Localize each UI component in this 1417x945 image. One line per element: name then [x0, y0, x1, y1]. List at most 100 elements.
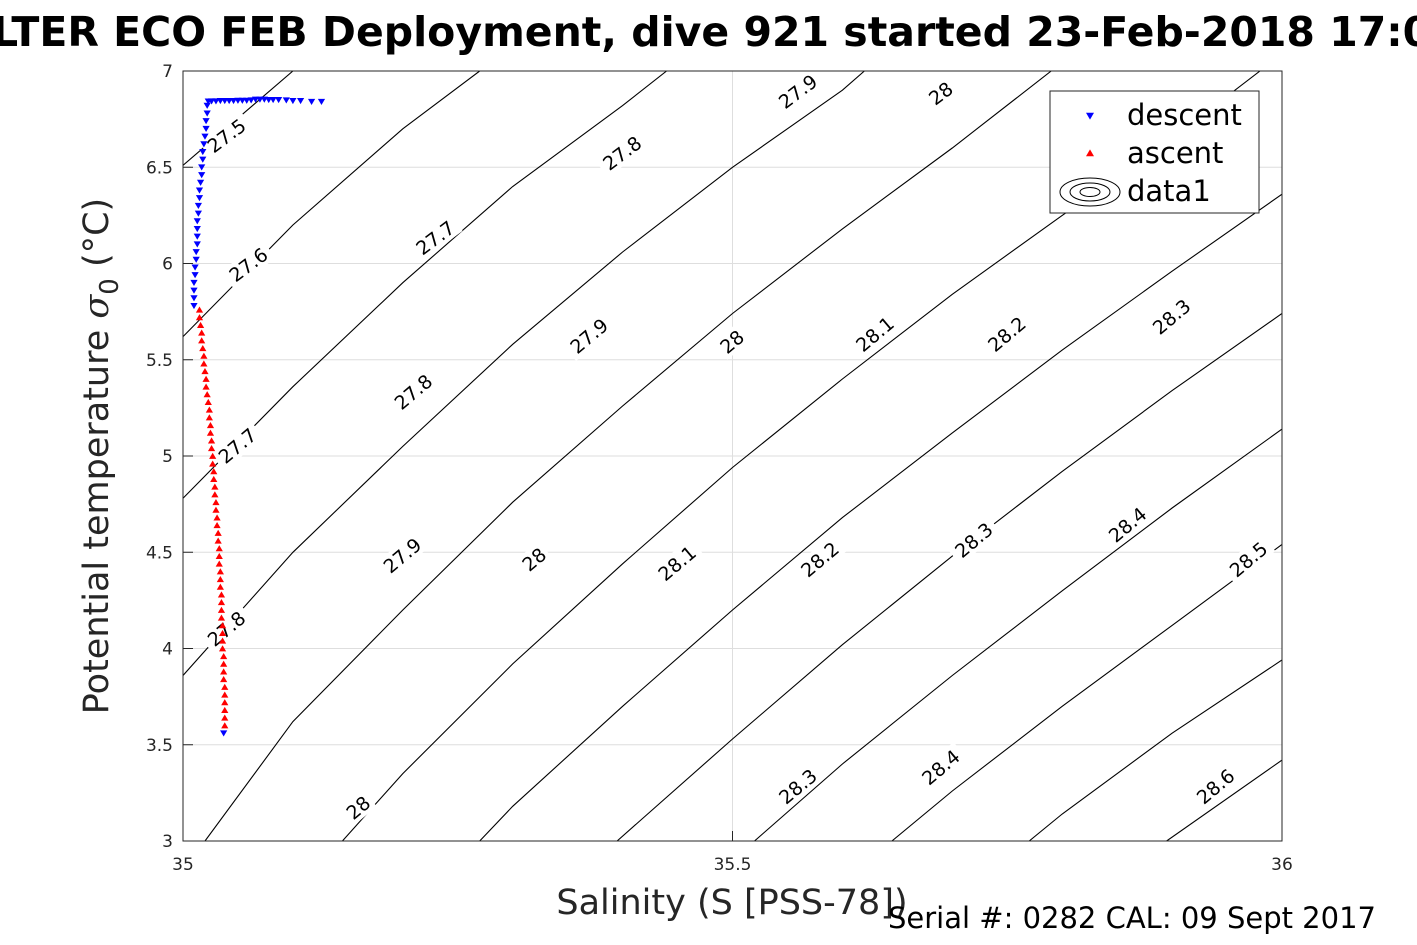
ascent-point — [196, 321, 205, 328]
descent-point — [193, 225, 201, 233]
ascent-point — [217, 606, 226, 613]
legend-descent-label: descent — [1127, 98, 1242, 132]
legend-descent-marker — [1086, 112, 1094, 120]
chart-title: SG ALTER ECO FEB Deployment, dive 921 st… — [0, 8, 1417, 56]
y-axis-label-unit: (°C) — [77, 198, 117, 278]
x-tick-label: 35 — [172, 855, 194, 875]
contour-label-bg — [1144, 291, 1199, 342]
descent-point — [190, 287, 198, 294]
contour-label-bg — [770, 66, 826, 116]
contour-label-bg — [339, 789, 377, 826]
contour-line-28.3 — [754, 428, 1282, 841]
descent-point — [204, 98, 212, 105]
ascent-point — [206, 421, 215, 429]
ascent-point — [202, 375, 210, 382]
descent-point — [202, 125, 210, 132]
ascent-point — [216, 583, 224, 590]
descent-point — [296, 97, 305, 105]
contour-line-28.4 — [891, 544, 1282, 841]
contour-line-28.1 — [479, 193, 1282, 841]
ascent-point — [215, 560, 223, 567]
y-tick-label: 4 — [162, 640, 173, 660]
descent-point — [265, 96, 273, 104]
contour-label-bg — [561, 310, 616, 361]
descent-point — [198, 164, 206, 171]
descent-point — [289, 97, 297, 105]
descent-point — [193, 218, 201, 225]
ascent-point — [212, 498, 220, 506]
descent-point — [202, 118, 210, 125]
ascent-point — [216, 575, 224, 583]
descent-point — [203, 102, 211, 109]
contour-label-bg — [1188, 761, 1243, 812]
ascent-point — [220, 652, 228, 660]
ascent-point — [211, 483, 219, 490]
ascent-point — [198, 337, 206, 344]
descent-point — [190, 279, 198, 286]
contour-label-bg — [386, 366, 441, 417]
ascent-point — [216, 568, 224, 575]
ascent-point — [207, 445, 216, 452]
ascent-point — [195, 306, 204, 313]
serial-cal-footer: Serial #: 0282 CAL: 09 Sept 2017 — [888, 901, 1376, 935]
contour-label-bg — [199, 111, 254, 161]
ascent-point — [217, 591, 226, 598]
contour-label-bg — [515, 541, 553, 578]
descent-point — [192, 249, 200, 256]
ascent-point — [210, 475, 218, 482]
ascent-point — [211, 491, 219, 498]
contour-label-bg — [199, 603, 254, 654]
axis-ticks: 35 35.5 36 3 3.5 4 4.5 5 5.5 6 6.5 7 — [146, 62, 1293, 875]
legend-ascent-label: ascent — [1127, 136, 1223, 170]
descent-point — [191, 272, 199, 279]
descent-point — [191, 264, 199, 271]
legend-contour-icon — [1059, 177, 1121, 207]
descent-point — [192, 256, 200, 263]
contour-line-28.5 — [1028, 659, 1282, 841]
ascent-point — [204, 398, 212, 405]
contour-label-bg — [649, 537, 704, 589]
ascent-point — [214, 537, 222, 544]
contour-label-bg — [210, 420, 265, 471]
descent-point — [198, 172, 206, 179]
ascent-point — [220, 676, 228, 683]
legend-descent-triangle — [1086, 112, 1094, 120]
ascent-point — [205, 406, 213, 413]
series-ascent — [195, 306, 229, 729]
descent-point — [199, 148, 207, 156]
contour-label-bg — [770, 761, 825, 812]
contour-label-bg — [375, 530, 430, 581]
contour-line-27.7 — [183, 71, 667, 499]
x-tick-label: 36 — [1271, 855, 1293, 875]
contour-line-27.9 — [204, 71, 1052, 841]
ascent-point — [213, 514, 221, 521]
y-tick-label: 6 — [162, 255, 173, 275]
ascent-point — [221, 706, 229, 713]
descent-point — [195, 195, 204, 202]
y-axis-label: Potential temperature σ0 (°C) — [77, 198, 125, 714]
ascent-point — [218, 629, 227, 636]
ascent-point — [217, 614, 226, 621]
contour-label-bg — [713, 323, 751, 360]
contour-label-bg — [922, 75, 960, 112]
x-axis-label: Salinity (S [PSS-78]) — [556, 883, 907, 923]
contour-label-bg — [946, 514, 1001, 566]
ascent-point — [206, 429, 215, 436]
contour-label-bg — [979, 308, 1034, 360]
contour-label-bg — [407, 213, 463, 263]
ascent-point — [215, 552, 223, 559]
descent-point — [193, 241, 201, 248]
contour-label-bg — [220, 240, 276, 290]
contour-label-bg — [913, 741, 968, 793]
series-descent — [190, 96, 326, 737]
y-tick-label: 5.5 — [146, 351, 173, 371]
density-contours — [183, 71, 1282, 841]
ascent-point — [221, 722, 229, 729]
descent-point — [220, 730, 228, 737]
ascent-point — [218, 637, 227, 644]
descent-point — [282, 97, 290, 104]
ascent-point — [195, 314, 204, 321]
ascent-point — [203, 391, 211, 398]
ascent-point — [221, 691, 229, 698]
y-axis-label-symbol: σ — [77, 294, 117, 319]
